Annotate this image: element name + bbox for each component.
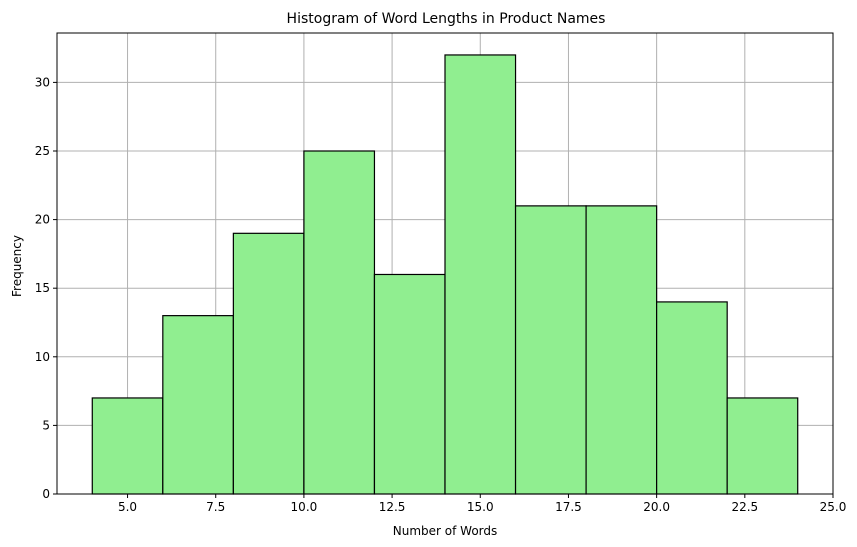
x-axis-ticks: 5.0 7.5 10.0 12.5 15.0 17.5 20.0 22.5 25.0 (118, 494, 846, 514)
x-tick-label: 15.0 (467, 500, 494, 514)
x-tick-label: 5.0 (118, 500, 137, 514)
x-tick-label: 12.5 (379, 500, 406, 514)
y-tick-label: 20 (35, 213, 50, 227)
histogram-bar-9 (656, 301, 728, 495)
x-tick-label: 20.0 (643, 500, 670, 514)
histogram-bar-2 (162, 315, 234, 495)
bars (91, 54, 799, 495)
histogram-bar-7 (514, 205, 587, 495)
histogram-bar-6 (444, 54, 517, 495)
x-tick-label: 10.0 (291, 500, 318, 514)
x-tick-label: 25.0 (820, 500, 847, 514)
histogram-bar-8 (585, 205, 658, 495)
histogram-bar-1 (91, 397, 164, 495)
y-tick-label: 30 (35, 75, 50, 89)
histogram-bar-4 (303, 150, 376, 495)
y-tick-label: 10 (35, 350, 50, 364)
x-axis-title: Number of Words (393, 524, 498, 538)
x-tick-label: 7.5 (206, 500, 225, 514)
chart-title: Histogram of Word Lengths in Product Nam… (287, 11, 606, 27)
y-tick-label: 25 (35, 144, 50, 158)
histogram-bar-3 (232, 232, 305, 495)
y-tick-label: 15 (35, 281, 50, 295)
y-tick-label: 0 (42, 487, 50, 501)
x-tick-label: 17.5 (555, 500, 582, 514)
histogram-bar-5 (373, 273, 446, 495)
x-tick-label: 22.5 (731, 500, 758, 514)
plot-frame (56, 32, 834, 495)
y-axis-ticks: 0 5 10 15 20 25 30 (35, 75, 57, 501)
y-axis-title: Frequency (10, 235, 24, 297)
y-tick-label: 5 (42, 418, 50, 432)
histogram-bar-10 (726, 397, 799, 495)
